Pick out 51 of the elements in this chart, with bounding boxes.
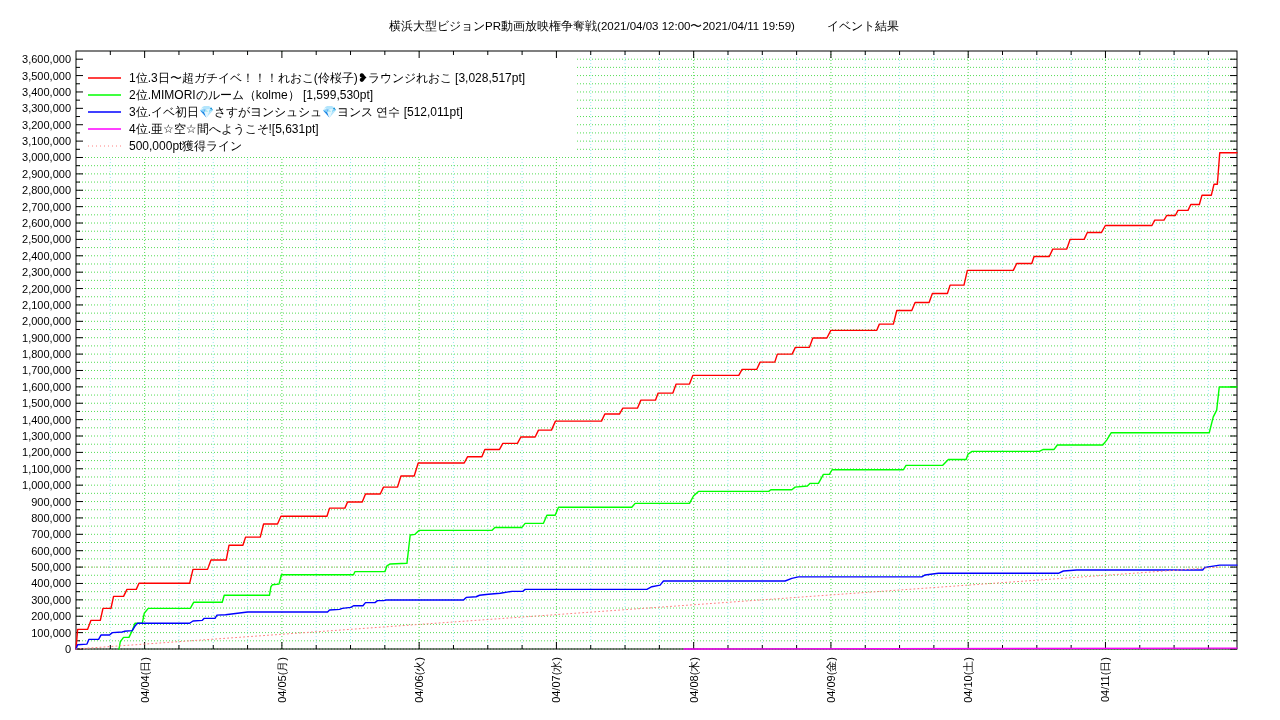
y-tick-label: 100,000 [31, 626, 71, 639]
y-tick-label: 2,600,000 [22, 217, 71, 230]
y-tick-label: 3,100,000 [22, 135, 71, 148]
y-tick-label: 3,300,000 [22, 102, 71, 115]
y-tick-label: 2,300,000 [22, 266, 71, 279]
y-tick-label: 800,000 [31, 511, 71, 524]
x-tick-label: 04/04(日) [138, 657, 151, 703]
y-tick-label: 1,100,000 [22, 462, 71, 475]
y-tick-label: 1,400,000 [22, 413, 71, 426]
x-tick-label: 04/06(火) [413, 657, 426, 703]
y-tick-label: 600,000 [31, 544, 71, 557]
y-tick-label: 300,000 [31, 593, 71, 606]
chart-title: 横浜大型ビジョンPR動画放映権争奪戦(2021/04/03 12:00〜2021/04/11 19:59) イベント結果 [389, 20, 899, 32]
legend-label: 4位.亜☆空☆間へようこそ![5,631pt] [129, 122, 319, 136]
y-tick-label: 900,000 [31, 495, 71, 508]
y-tick-label: 2,400,000 [22, 249, 71, 262]
x-tick-label: 04/07(水) [550, 657, 563, 703]
y-tick-label: 3,400,000 [22, 85, 71, 98]
y-tick-label: 3,000,000 [22, 151, 71, 164]
y-tick-label: 3,600,000 [22, 53, 71, 66]
y-tick-label: 2,100,000 [22, 298, 71, 311]
legend-label: 3位.イベ初日💎さすがヨンシュシュ💎ヨンス 연수 [512,011pt] [129, 105, 463, 119]
y-tick-label: 0 [64, 643, 71, 655]
y-tick-label: 2,500,000 [22, 233, 71, 246]
y-tick-label: 1,200,000 [22, 446, 71, 459]
y-tick-label: 2,900,000 [22, 167, 71, 180]
y-tick-label: 3,200,000 [22, 118, 71, 131]
x-tick-label: 04/08(木) [687, 657, 700, 703]
y-tick-label: 1,700,000 [22, 364, 71, 377]
x-tick-label: 04/09(金) [824, 657, 837, 703]
y-tick-label: 2,800,000 [22, 184, 71, 197]
y-tick-label: 1,300,000 [22, 430, 71, 443]
x-tick-label: 04/05(月) [275, 657, 288, 703]
y-tick-label: 2,200,000 [22, 282, 71, 295]
y-tick-label: 500,000 [31, 561, 71, 574]
y-tick-label: 1,600,000 [22, 380, 71, 393]
y-tick-label: 1,800,000 [22, 348, 71, 361]
y-tick-label: 1,900,000 [22, 331, 71, 344]
x-tick-label: 04/10(土) [962, 657, 975, 703]
y-tick-label: 3,500,000 [22, 69, 71, 82]
y-tick-label: 400,000 [31, 577, 71, 590]
y-tick-label: 1,000,000 [22, 479, 71, 492]
y-tick-label: 700,000 [31, 528, 71, 541]
legend-label: 500,000pt獲得ライン [129, 139, 243, 153]
y-tick-label: 1,500,000 [22, 397, 71, 410]
legend-label: 2位.MIMORIのルーム（kolme） [1,599,530pt] [129, 88, 374, 102]
y-tick-label: 2,700,000 [22, 200, 71, 213]
y-tick-label: 200,000 [31, 610, 71, 623]
legend-label: 1位.3日〜超ガチイベ！！！れおこ(伶桜子)❥ラウンジれおこ [3,028,517pt] [129, 71, 526, 85]
x-tick-label: 04/11(日) [1099, 657, 1112, 703]
y-tick-label: 2,000,000 [22, 315, 71, 328]
